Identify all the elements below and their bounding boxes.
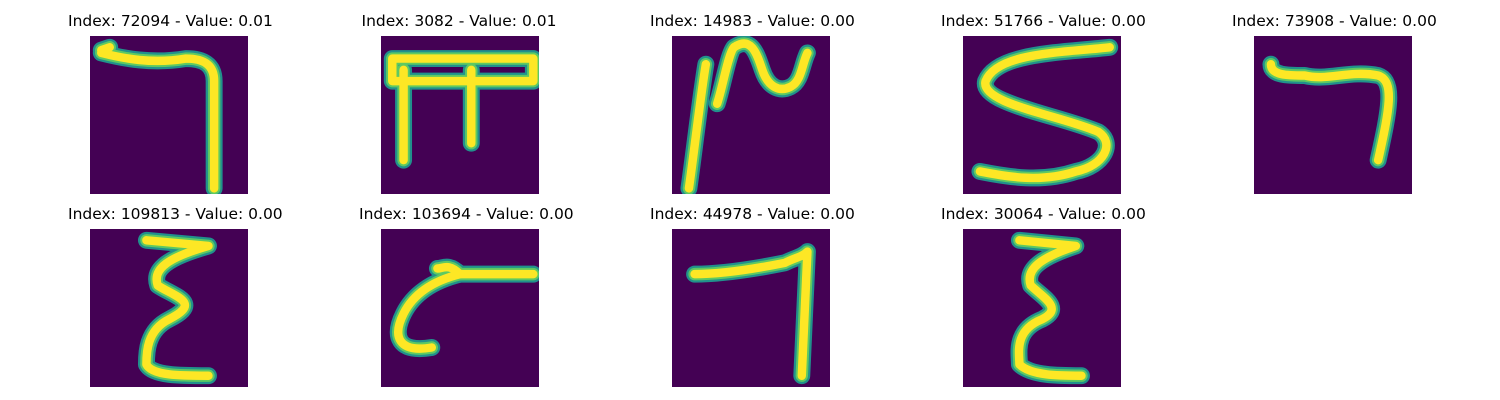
sample-panel: Index: 72094 - Value: 0.01 xyxy=(68,10,273,200)
sample-image xyxy=(90,229,248,387)
glyph-stroke xyxy=(97,48,219,193)
panel-title: Index: 72094 - Value: 0.01 xyxy=(68,12,273,30)
glyph-stroke xyxy=(975,43,1114,183)
panel-title: Index: 103694 - Value: 0.00 xyxy=(359,205,574,223)
sample-panel: Index: 109813 - Value: 0.00 xyxy=(68,203,283,393)
sample-panel: Index: 14983 - Value: 0.00 xyxy=(650,10,855,200)
sample-image xyxy=(963,36,1121,194)
glyph-stroke xyxy=(97,43,114,55)
glyph-stroke xyxy=(388,54,538,86)
sample-image xyxy=(963,229,1121,387)
panel-title: Index: 44978 - Value: 0.00 xyxy=(650,205,855,223)
panel-title: Index: 14983 - Value: 0.00 xyxy=(650,12,855,30)
panel-title: Index: 51766 - Value: 0.00 xyxy=(941,12,1146,30)
panel-title: Index: 3082 - Value: 0.01 xyxy=(361,12,557,30)
glyph-stroke xyxy=(1014,236,1086,380)
sample-image xyxy=(90,36,248,194)
sample-panel: Index: 30064 - Value: 0.00 xyxy=(941,203,1146,393)
glyph-stroke xyxy=(684,59,711,193)
sample-panel: Index: 103694 - Value: 0.00 xyxy=(359,203,574,393)
sample-image xyxy=(381,229,539,387)
glyph-stroke xyxy=(142,236,213,380)
panel-title: Index: 109813 - Value: 0.00 xyxy=(68,205,283,223)
glyph-stroke xyxy=(729,39,812,94)
glyph-stroke xyxy=(394,269,538,353)
panel-title: Index: 73908 - Value: 0.00 xyxy=(1232,12,1437,30)
sample-image xyxy=(381,36,539,194)
sample-panel: Index: 3082 - Value: 0.01 xyxy=(359,10,559,200)
sample-panel: Index: 44978 - Value: 0.00 xyxy=(650,203,855,393)
panel-title: Index: 30064 - Value: 0.00 xyxy=(941,205,1146,223)
sample-panel: Index: 73908 - Value: 0.00 xyxy=(1232,10,1437,200)
glyph-stroke xyxy=(1266,59,1393,165)
glyph-stroke xyxy=(690,247,812,380)
sample-image xyxy=(1254,36,1412,194)
sample-image xyxy=(672,36,830,194)
sample-panel: Index: 51766 - Value: 0.00 xyxy=(941,10,1146,200)
sample-image xyxy=(672,229,830,387)
glyph-stroke xyxy=(433,262,465,279)
